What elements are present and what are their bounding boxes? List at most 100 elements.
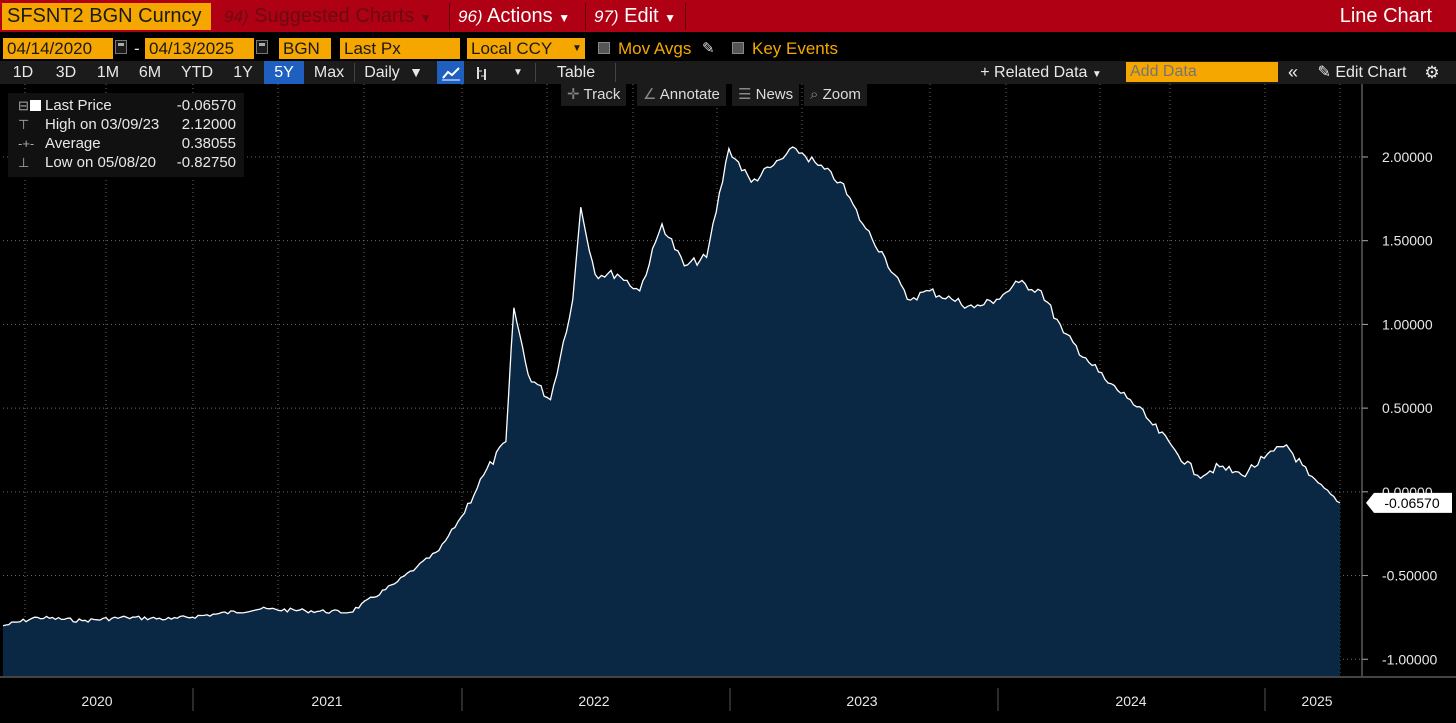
period-1m[interactable]: 1M: [96, 64, 120, 81]
legend-label: Average: [45, 135, 101, 152]
edit-chart-label: Edit Chart: [1335, 64, 1407, 81]
period-max[interactable]: Max: [313, 64, 345, 81]
chevron-down-icon[interactable]: ▼: [569, 38, 585, 59]
table-button[interactable]: Table: [556, 64, 596, 81]
last-value-tag: -0.06570: [1366, 492, 1452, 513]
divider: [449, 3, 450, 30]
pencil-icon: ✎: [1317, 64, 1331, 81]
annotate-tool[interactable]: ∠ Annotate: [637, 84, 726, 106]
divider: [615, 63, 616, 82]
y-tick-label: 1.00000: [1382, 316, 1433, 332]
gear-icon[interactable]: ⚙: [1424, 63, 1440, 82]
period-3d[interactable]: 3D: [55, 64, 77, 81]
edit-menu[interactable]: 97) Edit ▼: [594, 3, 676, 30]
ticker-field[interactable]: SFSNT2 BGN Curncy: [2, 3, 211, 30]
legend-high: ⊤ High on 03/09/23 2.12000: [8, 115, 244, 134]
legend-value: -0.82750: [176, 154, 236, 171]
tool-label: Track: [583, 86, 621, 103]
plus-icon: +: [980, 64, 990, 81]
legend-value: 2.12000: [181, 116, 236, 133]
divider: [354, 63, 355, 82]
dropdown-arrow-icon: ▼: [1091, 69, 1102, 80]
chevron-down-icon[interactable]: ▼: [409, 64, 423, 80]
period-toolbar: [0, 61, 1456, 84]
legend-panel: ⊟ Last Price -0.06570 ⊤ High on 03/09/23…: [8, 93, 244, 177]
menu-number: 97): [594, 7, 619, 26]
calendar-icon[interactable]: [256, 40, 268, 54]
currency-field[interactable]: Local CCY: [467, 38, 569, 59]
chart-type-title: Line Chart: [1339, 5, 1432, 27]
calendar-icon[interactable]: [115, 40, 127, 54]
price-chart[interactable]: 2.000001.500001.000000.500000.00000-0.50…: [0, 84, 1456, 723]
date-separator: -: [134, 39, 140, 58]
key-events-label: Key Events: [752, 39, 838, 58]
legend-value: -0.06570: [176, 97, 236, 114]
crosshair-icon: ✛: [567, 86, 580, 103]
dropdown-arrow-icon: ▼: [419, 11, 432, 25]
y-tick-label: -0.50000: [1382, 568, 1437, 584]
period-6m[interactable]: 6M: [138, 64, 162, 81]
legend-label: High on 03/09/23: [45, 116, 160, 133]
legend-last-price: ⊟ Last Price -0.06570: [8, 96, 244, 115]
period-1d[interactable]: 1D: [12, 64, 34, 81]
frequency-selector[interactable]: Daily: [364, 64, 400, 81]
low-marker-icon: ⊥: [18, 155, 30, 170]
divider: [685, 3, 686, 30]
news-icon: ☰: [738, 86, 752, 103]
y-tick-label: 0.50000: [1382, 400, 1433, 416]
legend-low: ⊥ Low on 05/08/20 -0.82750: [8, 153, 244, 172]
dropdown-arrow-icon: ▼: [558, 11, 571, 25]
edit-chart-button[interactable]: ✎ Edit Chart: [1306, 61, 1418, 84]
legend-average: -+- Average 0.38055: [8, 134, 244, 153]
chevron-down-icon[interactable]: ▼: [513, 67, 523, 78]
bar-chart-icon[interactable]: [469, 61, 495, 84]
related-data-label: Related Data: [994, 64, 1088, 81]
tool-label: Annotate: [659, 86, 720, 103]
actions-menu[interactable]: 96) Actions ▼: [458, 3, 570, 30]
add-data-input[interactable]: [1126, 62, 1278, 82]
price-field-selector[interactable]: Last Px: [340, 38, 460, 59]
legend-color-swatch: [30, 100, 41, 111]
high-marker-icon: ⊤: [18, 117, 30, 132]
pencil-icon[interactable]: ✎: [702, 40, 715, 57]
menu-label: Actions: [487, 5, 553, 27]
period-ytd[interactable]: YTD: [181, 64, 213, 81]
x-year-label: 2024: [1115, 693, 1146, 709]
menu-label: Suggested Charts: [254, 5, 415, 27]
divider: [535, 63, 536, 82]
price-area-fill: [3, 147, 1340, 676]
price-series-line: [2, 146, 1341, 627]
last-value-tag-label: -0.06570: [1384, 495, 1439, 511]
period-5y[interactable]: 5Y: [264, 61, 304, 84]
x-year-label: 2025: [1301, 693, 1332, 709]
collapse-icon[interactable]: «: [1287, 62, 1298, 82]
source-field[interactable]: BGN: [279, 38, 331, 59]
x-year-label: 2023: [846, 693, 877, 709]
start-date-field[interactable]: 04/14/2020: [3, 38, 113, 59]
title-bar: [0, 0, 1456, 32]
mov-avgs-checkbox[interactable]: [598, 42, 610, 54]
legend-value: 0.38055: [181, 135, 236, 152]
annotate-icon: ∠: [643, 86, 657, 103]
key-events-checkbox[interactable]: [732, 42, 744, 54]
tool-label: Zoom: [822, 86, 861, 103]
related-data-menu[interactable]: + Related Data ▼: [968, 61, 1114, 84]
line-chart-icon[interactable]: [437, 61, 464, 84]
legend-label: Last Price: [45, 97, 112, 114]
legend-swatch-icon: ⊟: [18, 98, 29, 113]
suggested-charts-menu[interactable]: 94) Suggested Charts ▼: [224, 3, 432, 30]
menu-number: 96): [458, 7, 483, 26]
period-1y[interactable]: 1Y: [233, 64, 253, 81]
menu-number: 94): [224, 7, 249, 26]
track-tool[interactable]: ✛ Track: [561, 84, 627, 106]
zoom-tool[interactable]: ⌕ Zoom: [804, 84, 867, 106]
y-tick-label: -1.00000: [1382, 651, 1437, 667]
end-date-field[interactable]: 04/13/2025: [145, 38, 254, 59]
zoom-icon: ⌕: [810, 86, 819, 103]
x-year-label: 2022: [578, 693, 609, 709]
y-tick-label: 1.50000: [1382, 233, 1433, 249]
last-value-tag-background: [1366, 492, 1452, 513]
news-tool[interactable]: ☰ News: [732, 84, 800, 106]
y-tick-label: 2.00000: [1382, 149, 1433, 165]
divider: [585, 3, 586, 30]
